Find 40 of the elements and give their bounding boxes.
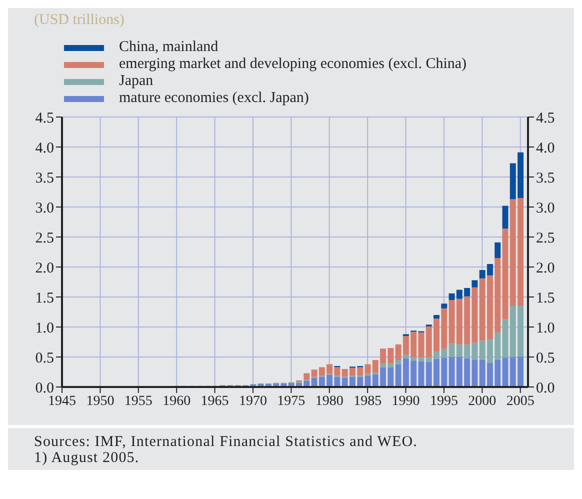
x-tick-label: 2005 xyxy=(506,394,534,409)
source-note: Sources: IMF, International Financial Statistics and WEO. xyxy=(34,434,418,450)
y2-tick-label: 0.5 xyxy=(536,350,555,366)
x-tick-label: 1945 xyxy=(48,394,76,409)
y-tick-label: 1.5 xyxy=(35,290,54,306)
x-tick-label: 1980 xyxy=(315,394,344,409)
y-tick-label: 1.0 xyxy=(35,320,54,336)
y-tick-label: 0.5 xyxy=(35,350,54,366)
y-tick-label: 2.5 xyxy=(35,230,54,246)
y2-tick-label: 1.5 xyxy=(536,290,555,306)
x-tick-label: 1965 xyxy=(200,394,229,409)
x-tick-label: 1970 xyxy=(238,394,267,409)
x-tick-label: 1990 xyxy=(392,394,420,409)
y2-tick-label: 0.0 xyxy=(536,380,555,396)
y2-tick-label: 2.0 xyxy=(536,260,555,276)
y-tick-label: 4.5 xyxy=(35,110,54,126)
y2-tick-label: 1.0 xyxy=(536,320,555,336)
legend-label: Japan xyxy=(119,73,154,90)
y-tick-label: 4.0 xyxy=(35,140,54,156)
y-tick-label: 3.5 xyxy=(35,170,54,186)
text: 1) August 2005. xyxy=(34,450,140,466)
x-tick-label: 1960 xyxy=(162,394,191,409)
x-tick-label: 1985 xyxy=(354,394,382,409)
legend-label: emerging market and developing economies (excl. China) xyxy=(119,56,467,73)
y2-tick-label: 4.0 xyxy=(536,140,555,156)
y-tick-label: 2.0 xyxy=(35,260,54,276)
x-tick-label: 1950 xyxy=(86,394,114,409)
chart-title: (USD trillions) xyxy=(34,12,126,29)
y2-tick-label: 3.5 xyxy=(536,170,555,186)
x-tick-label: 1955 xyxy=(124,394,152,409)
y2-tick-label: 3.0 xyxy=(536,200,555,216)
y-tick-label: 0.0 xyxy=(35,380,54,396)
x-tick-label: 2000 xyxy=(468,394,496,409)
legend-label: mature economies (excl. Japan) xyxy=(119,90,309,107)
x-tick-label: 1995 xyxy=(430,394,458,409)
y2-tick-label: 4.5 xyxy=(536,110,555,126)
y2-tick-label: 2.5 xyxy=(536,230,555,246)
legend-label: China, mainland xyxy=(119,39,218,56)
y-tick-label: 3.0 xyxy=(35,200,54,216)
x-tick-label: 1975 xyxy=(277,394,306,409)
